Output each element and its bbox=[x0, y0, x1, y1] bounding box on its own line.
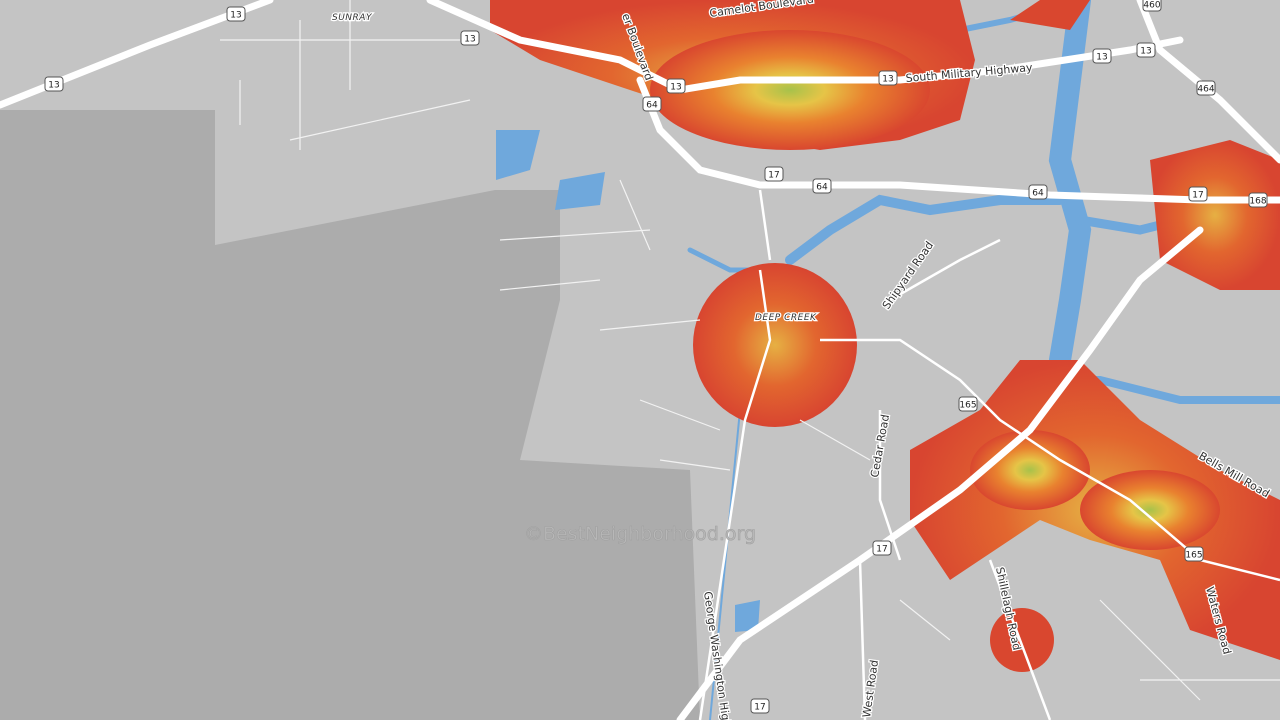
route-shield: 17 bbox=[750, 698, 770, 714]
shield-number: 13 bbox=[464, 35, 475, 45]
shield-box bbox=[878, 70, 898, 86]
shield-number: 13 bbox=[1096, 53, 1107, 63]
shield-number: 13 bbox=[48, 81, 59, 91]
shield-number: 64 bbox=[1032, 189, 1044, 199]
shield-number: 17 bbox=[768, 171, 779, 181]
shield-number: 17 bbox=[876, 545, 887, 555]
shield-box bbox=[666, 78, 686, 94]
shield-box bbox=[750, 698, 770, 714]
shield-box bbox=[1188, 186, 1208, 202]
route-shield: 17 bbox=[764, 166, 784, 182]
route-shield: 17 bbox=[1188, 186, 1208, 202]
route-shield: 165 bbox=[958, 396, 978, 412]
route-shield: 13 bbox=[226, 6, 246, 22]
shield-number: 17 bbox=[754, 703, 765, 713]
route-shields: 13 13 13 13 13 13 13 64 64 64 17 17 17 17 165 165 168 460… bbox=[44, 0, 1268, 714]
route-shield: 64 bbox=[1028, 184, 1048, 200]
shield-box bbox=[958, 396, 978, 412]
shield-number: 13 bbox=[230, 11, 241, 21]
shield-box bbox=[1092, 48, 1112, 64]
shield-box bbox=[1028, 184, 1048, 200]
shield-number: 165 bbox=[959, 401, 976, 411]
shield-number: 64 bbox=[816, 183, 828, 193]
shield-box bbox=[1142, 0, 1162, 12]
shield-box bbox=[1136, 42, 1156, 58]
route-shield: 13 bbox=[44, 76, 64, 92]
route-shield: 165 bbox=[1184, 546, 1204, 562]
shield-number: 165 bbox=[1185, 551, 1202, 561]
heat-areas bbox=[490, 0, 1280, 672]
shield-number: 13 bbox=[882, 75, 893, 85]
shield-box bbox=[460, 30, 480, 46]
place-label: DEEP CREEK bbox=[755, 313, 817, 323]
watermark: ©BestNeighborhood.org bbox=[524, 523, 756, 545]
route-shield: 13 bbox=[1136, 42, 1156, 58]
shield-number: 17 bbox=[1192, 191, 1203, 201]
route-shield: 13 bbox=[878, 70, 898, 86]
route-shield: 464 bbox=[1196, 80, 1216, 96]
shield-number: 13 bbox=[670, 83, 681, 93]
shield-box bbox=[872, 540, 892, 556]
route-shield: 13 bbox=[460, 30, 480, 46]
shield-box bbox=[226, 6, 246, 22]
shield-box bbox=[1184, 546, 1204, 562]
route-shield: 13 bbox=[666, 78, 686, 94]
dark-land bbox=[0, 110, 700, 720]
shield-box bbox=[642, 96, 662, 112]
route-shield: 17 bbox=[872, 540, 892, 556]
shield-box bbox=[812, 178, 832, 194]
shield-number: 64 bbox=[646, 101, 658, 111]
route-shield: 168 bbox=[1248, 192, 1268, 208]
shield-box bbox=[764, 166, 784, 182]
shield-number: 460 bbox=[1143, 1, 1160, 11]
route-shield: 460 bbox=[1142, 0, 1162, 12]
route-shield: 64 bbox=[642, 96, 662, 112]
shield-box bbox=[1196, 80, 1216, 96]
route-shield: 64 bbox=[812, 178, 832, 194]
shield-box bbox=[44, 76, 64, 92]
route-shield: 13 bbox=[1092, 48, 1112, 64]
shield-number: 464 bbox=[1197, 85, 1214, 95]
shield-number: 168 bbox=[1249, 197, 1266, 207]
shield-box bbox=[1248, 192, 1268, 208]
place-label: SUNRAY bbox=[332, 13, 373, 23]
shield-number: 13 bbox=[1140, 47, 1151, 57]
